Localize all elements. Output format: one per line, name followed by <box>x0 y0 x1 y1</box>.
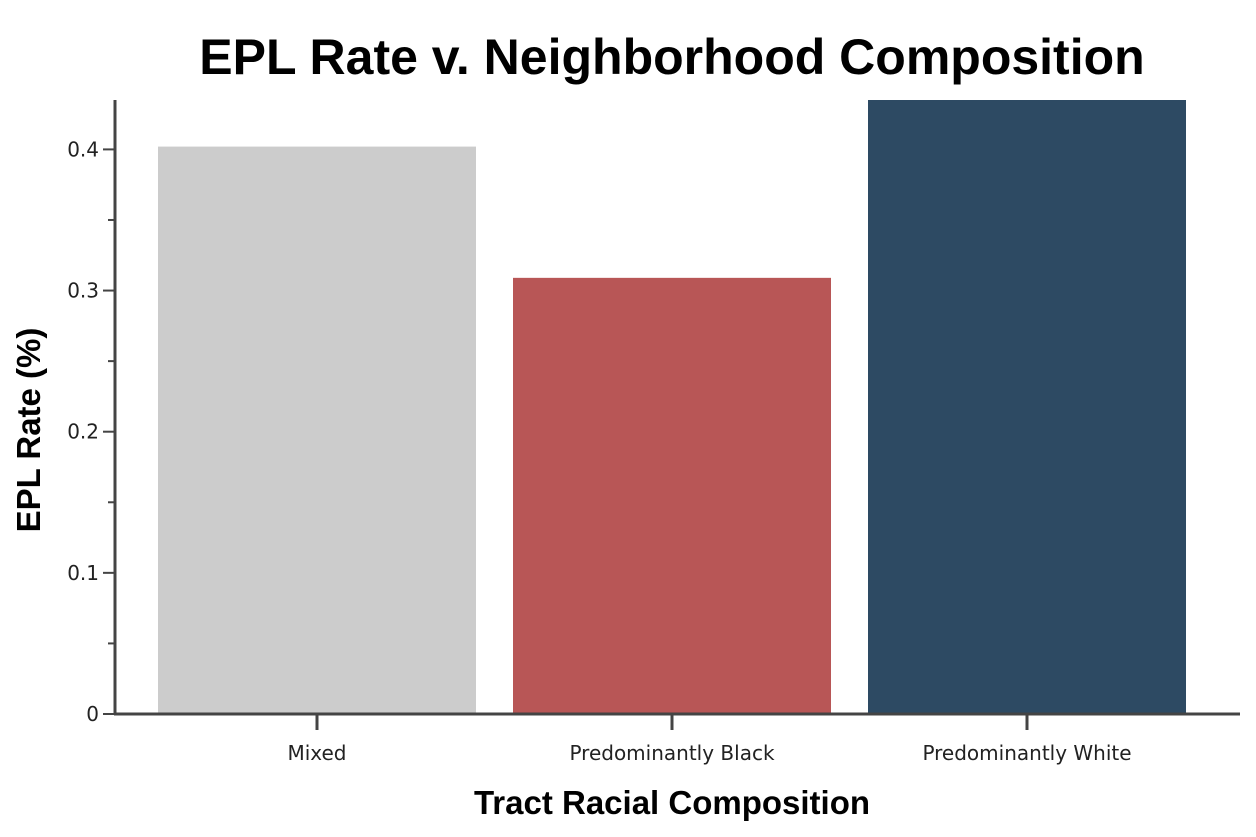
x-axis-label: Tract Racial Composition <box>474 784 870 821</box>
y-axis-label: EPL Rate (%) <box>10 328 47 533</box>
y-tick-label: 0.4 <box>67 137 99 161</box>
x-axis: Mixed Predominantly Black Predominantly Wh… <box>114 712 1240 765</box>
bar-predominantly-white <box>868 100 1186 714</box>
y-axis: 0 0.1 0.2 0.3 0.4 <box>67 100 117 726</box>
y-tick-label: 0 <box>86 702 99 726</box>
x-tick-label: Mixed <box>287 741 346 765</box>
chart-title: EPL Rate v. Neighborhood Composition <box>199 29 1144 85</box>
y-tick-label: 0.1 <box>67 561 99 585</box>
y-tick-label: 0.3 <box>67 279 99 303</box>
bars-group <box>158 100 1186 714</box>
bar-mixed <box>158 146 476 714</box>
x-tick-label: Predominantly White <box>922 741 1131 765</box>
x-tick-label: Predominantly Black <box>569 741 774 765</box>
y-tick-label: 0.2 <box>67 420 99 444</box>
bar-predominantly-black <box>513 277 831 714</box>
